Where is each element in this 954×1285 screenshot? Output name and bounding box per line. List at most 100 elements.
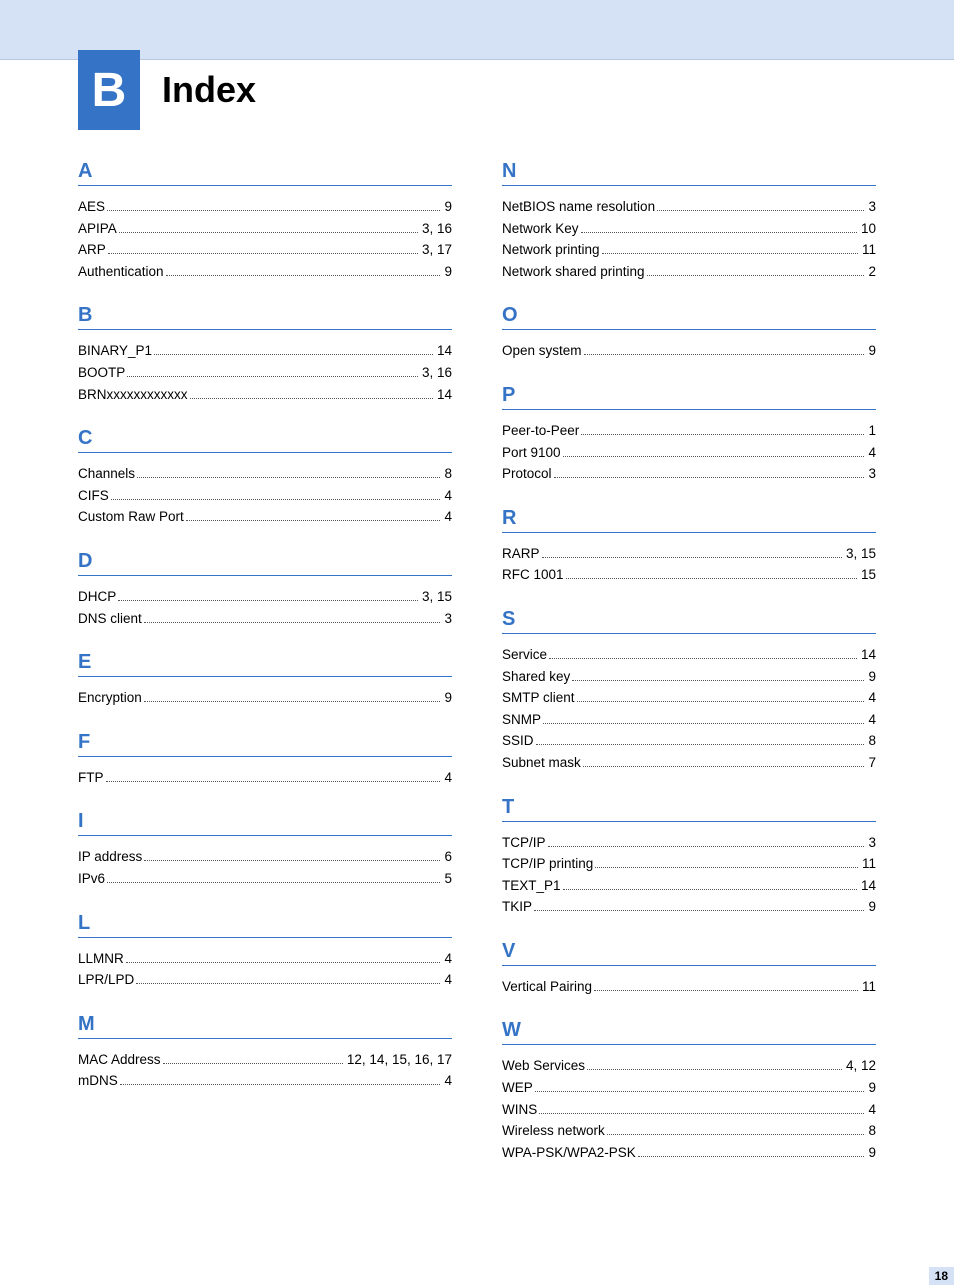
leader-dots: [602, 253, 858, 254]
index-section: CChannels 8CIFS 4Custom Raw Port 4: [78, 427, 452, 528]
index-pages: 9: [444, 261, 452, 283]
index-entry[interactable]: Peer-to-Peer 1: [502, 420, 876, 442]
index-entry[interactable]: Network shared printing 2: [502, 261, 876, 283]
section-letter: E: [78, 651, 452, 677]
index-entry[interactable]: WINS 4: [502, 1099, 876, 1121]
index-section: WWeb Services 4, 12WEP 9WINS 4Wireless n…: [502, 1019, 876, 1163]
index-section: S Service 14Shared key 9SMTP client 4SNMP…: [502, 608, 876, 774]
index-term: WPA-PSK/WPA2-PSK: [502, 1142, 636, 1164]
index-entry[interactable]: APIPA 3, 16: [78, 218, 452, 240]
index-entry[interactable]: TCP/IP 3: [502, 832, 876, 854]
section-letter: V: [502, 940, 876, 966]
index-entry[interactable]: MAC Address 12, 14, 15, 16, 17: [78, 1049, 452, 1071]
index-entry[interactable]: Open system 9: [502, 340, 876, 362]
index-entry[interactable]: Web Services 4, 12: [502, 1055, 876, 1077]
leader-dots: [595, 867, 858, 868]
index-entry[interactable]: AES 9: [78, 196, 452, 218]
index-entry[interactable]: SSID 8: [502, 730, 876, 752]
index-entry[interactable]: Wireless network 8: [502, 1120, 876, 1142]
section-letter: S: [502, 608, 876, 634]
index-entry[interactable]: NetBIOS name resolution 3: [502, 196, 876, 218]
index-entry[interactable]: TEXT_P1 14: [502, 875, 876, 897]
index-entry[interactable]: ARP 3, 17: [78, 239, 452, 261]
index-entry[interactable]: FTP 4: [78, 767, 452, 789]
leader-dots: [120, 1084, 441, 1085]
index-entry[interactable]: Shared key 9: [502, 666, 876, 688]
right-column: NNetBIOS name resolution 3Network Key 10…: [502, 160, 876, 1185]
index-entry[interactable]: Network Key 10: [502, 218, 876, 240]
page-title: Index: [162, 69, 256, 111]
index-entry[interactable]: mDNS 4: [78, 1070, 452, 1092]
index-term: Service: [502, 644, 547, 666]
leader-dots: [190, 398, 433, 399]
index-term: TCP/IP: [502, 832, 546, 854]
leader-dots: [106, 781, 441, 782]
index-entry[interactable]: Subnet mask 7: [502, 752, 876, 774]
index-entry[interactable]: CIFS 4: [78, 485, 452, 507]
section-letter: T: [502, 796, 876, 822]
index-entry[interactable]: Authentication 9: [78, 261, 452, 283]
index-section: DDHCP 3, 15DNS client 3: [78, 550, 452, 629]
index-pages: 3, 16: [422, 218, 452, 240]
index-entry[interactable]: WEP 9: [502, 1077, 876, 1099]
index-entry[interactable]: Network printing 11: [502, 239, 876, 261]
leader-dots: [126, 962, 441, 963]
index-pages: 4: [868, 709, 876, 731]
index-entry[interactable]: SMTP client 4: [502, 687, 876, 709]
index-pages: 7: [868, 752, 876, 774]
index-entry[interactable]: BRNxxxxxxxxxxxx 14: [78, 384, 452, 406]
index-entry[interactable]: Channels 8: [78, 463, 452, 485]
index-entry[interactable]: WPA-PSK/WPA2-PSK 9: [502, 1142, 876, 1164]
index-term: WINS: [502, 1099, 537, 1121]
index-entry[interactable]: TCP/IP printing 11: [502, 853, 876, 875]
index-term: IP address: [78, 846, 142, 868]
leader-dots: [111, 499, 441, 500]
index-section: LLLMNR 4LPR/LPD 4: [78, 912, 452, 991]
index-pages: 4: [444, 948, 452, 970]
index-entry[interactable]: RARP 3, 15: [502, 543, 876, 565]
index-pages: 11: [862, 239, 876, 261]
index-entry[interactable]: Service 14: [502, 644, 876, 666]
index-term: DHCP: [78, 586, 116, 608]
index-pages: 8: [868, 730, 876, 752]
index-entry[interactable]: IP address 6: [78, 846, 452, 868]
index-pages: 4: [868, 442, 876, 464]
index-entry[interactable]: DNS client 3: [78, 608, 452, 630]
index-entry[interactable]: DHCP 3, 15: [78, 586, 452, 608]
index-term: Protocol: [502, 463, 552, 485]
index-entry[interactable]: BINARY_P1 14: [78, 340, 452, 362]
index-entry[interactable]: SNMP 4: [502, 709, 876, 731]
index-section: A AES 9APIPA 3, 16ARP 3, 17Authentication…: [78, 160, 452, 282]
index-entry[interactable]: LPR/LPD 4: [78, 969, 452, 991]
index-term: TKIP: [502, 896, 532, 918]
leader-dots: [581, 232, 857, 233]
index-pages: 14: [861, 875, 876, 897]
index-pages: 4: [868, 1099, 876, 1121]
index-term: MAC Address: [78, 1049, 161, 1071]
leader-dots: [119, 232, 418, 233]
index-pages: 9: [868, 896, 876, 918]
index-pages: 8: [444, 463, 452, 485]
section-letter: A: [78, 160, 452, 186]
index-pages: 9: [444, 687, 452, 709]
index-pages: 4: [444, 485, 452, 507]
index-pages: 3: [868, 832, 876, 854]
index-entry[interactable]: Vertical Pairing 11: [502, 976, 876, 998]
index-entry[interactable]: Protocol 3: [502, 463, 876, 485]
index-entry[interactable]: IPv6 5: [78, 868, 452, 890]
index-entry[interactable]: RFC 1001 15: [502, 564, 876, 586]
index-entry[interactable]: Custom Raw Port 4: [78, 506, 452, 528]
leader-dots: [163, 1063, 343, 1064]
index-section: PPeer-to-Peer 1Port 9100 4Protocol 3: [502, 384, 876, 485]
index-term: Channels: [78, 463, 135, 485]
index-entry[interactable]: BOOTP 3, 16: [78, 362, 452, 384]
index-entry[interactable]: Port 9100 4: [502, 442, 876, 464]
index-pages: 11: [862, 976, 876, 998]
index-entry[interactable]: Encryption 9: [78, 687, 452, 709]
leader-dots: [548, 846, 865, 847]
index-entry[interactable]: TKIP 9: [502, 896, 876, 918]
index-entry[interactable]: LLMNR 4: [78, 948, 452, 970]
index-term: Wireless network: [502, 1120, 605, 1142]
leader-dots: [572, 680, 864, 681]
leader-dots: [543, 723, 864, 724]
